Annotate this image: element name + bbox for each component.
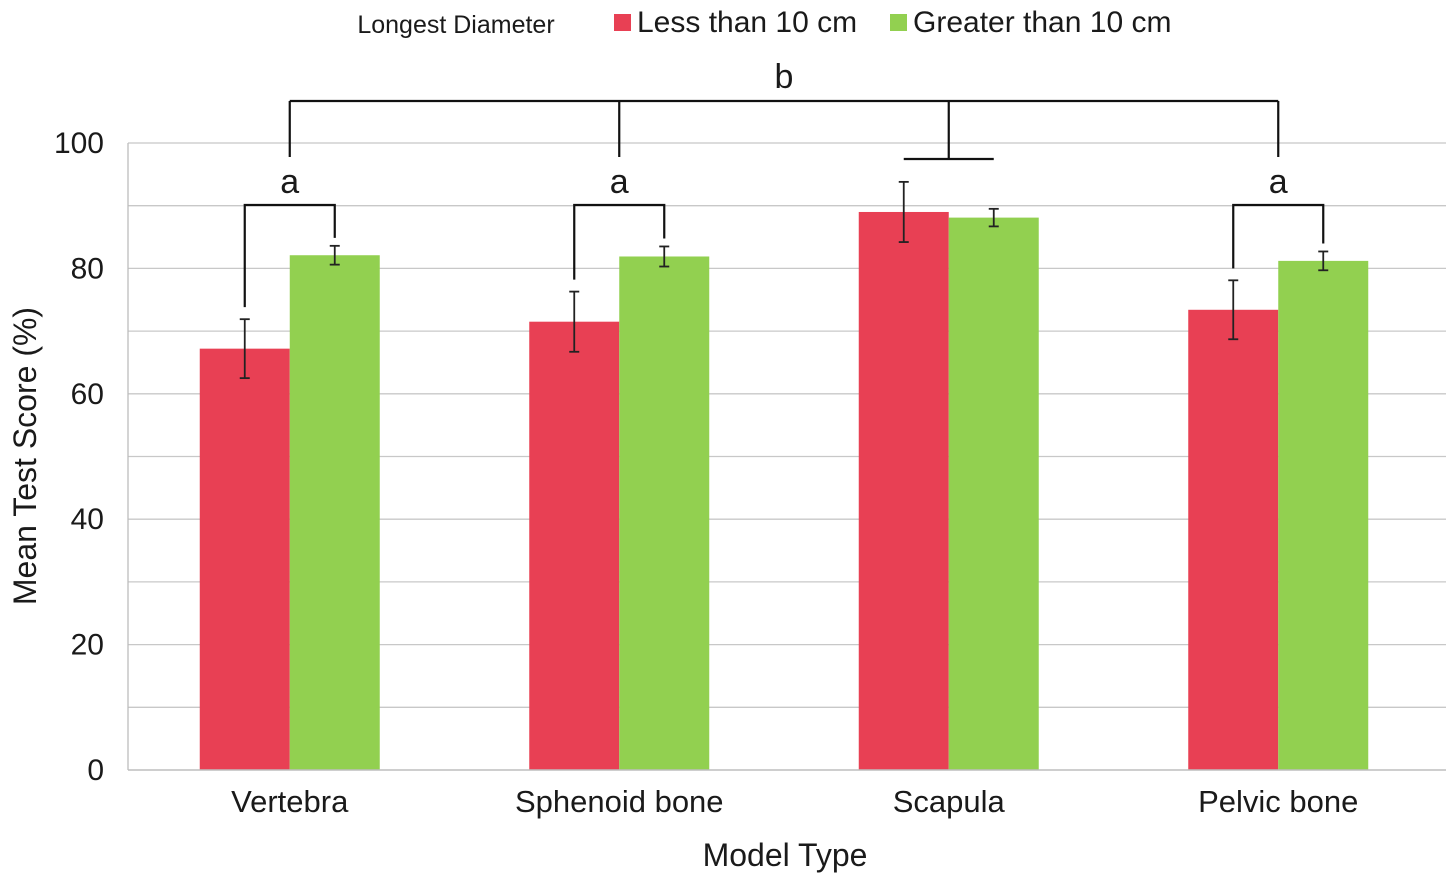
bracket-a-sphenoid-bone xyxy=(573,203,666,280)
y-tick-label-40: 40 xyxy=(71,503,104,536)
y-axis-title: Mean Test Score (%) xyxy=(7,307,43,605)
annotation-a-pelvic-bone: a xyxy=(1269,163,1288,201)
legend: Longest Diameter Less than 10 cm Greater… xyxy=(357,6,1171,39)
x-axis-title: Model Type xyxy=(703,837,868,873)
bar-vertebra-less-than-10-cm xyxy=(199,348,290,770)
y-tick-label-60: 60 xyxy=(71,378,104,411)
annotation-a-sphenoid-bone: a xyxy=(610,163,629,201)
bracket-a-vertebra xyxy=(243,203,336,308)
legend-label-less-than-10cm: Less than 10 cm xyxy=(637,6,857,39)
y-tick-label-0: 0 xyxy=(87,754,104,787)
y-tick-label-80: 80 xyxy=(71,252,104,285)
legend-label-greater-than-10cm: Greater than 10 cm xyxy=(913,6,1171,39)
x-tick-label-scapula: Scapula xyxy=(893,784,1006,819)
bars xyxy=(199,180,1369,771)
legend-swatch-greater-than-10cm xyxy=(890,14,907,31)
legend-title: Longest Diameter xyxy=(357,11,554,39)
x-tick-label-pelvic-bone: Pelvic bone xyxy=(1198,784,1358,819)
bar-vertebra-greater-than-10-cm xyxy=(289,255,380,770)
x-tick-label-sphenoid-bone: Sphenoid bone xyxy=(515,784,724,819)
bar-sphenoid-bone-less-than-10-cm xyxy=(529,321,620,770)
bar-scapula-less-than-10-cm xyxy=(858,211,949,771)
annotation-a-vertebra: a xyxy=(280,163,299,201)
axes: 0 20 40 60 80 100 Vertebra Sphenoid bone Scapula… xyxy=(54,127,1446,819)
y-tick-label-20: 20 xyxy=(71,629,104,662)
bar-pelvic-bone-greater-than-10-cm xyxy=(1278,260,1369,770)
x-tick-label-vertebra: Vertebra xyxy=(231,784,349,819)
bar-scapula-greater-than-10-cm xyxy=(948,217,1039,770)
bar-sphenoid-bone-greater-than-10-cm xyxy=(619,256,710,770)
bar-pelvic-bone-less-than-10-cm xyxy=(1188,309,1279,770)
legend-swatch-less-than-10cm xyxy=(614,14,631,31)
y-tick-label-100: 100 xyxy=(54,127,104,160)
annotation-b: b xyxy=(775,58,794,96)
significance-brackets: a a a b xyxy=(243,58,1325,308)
bracket-a-pelvic-bone xyxy=(1232,203,1325,269)
